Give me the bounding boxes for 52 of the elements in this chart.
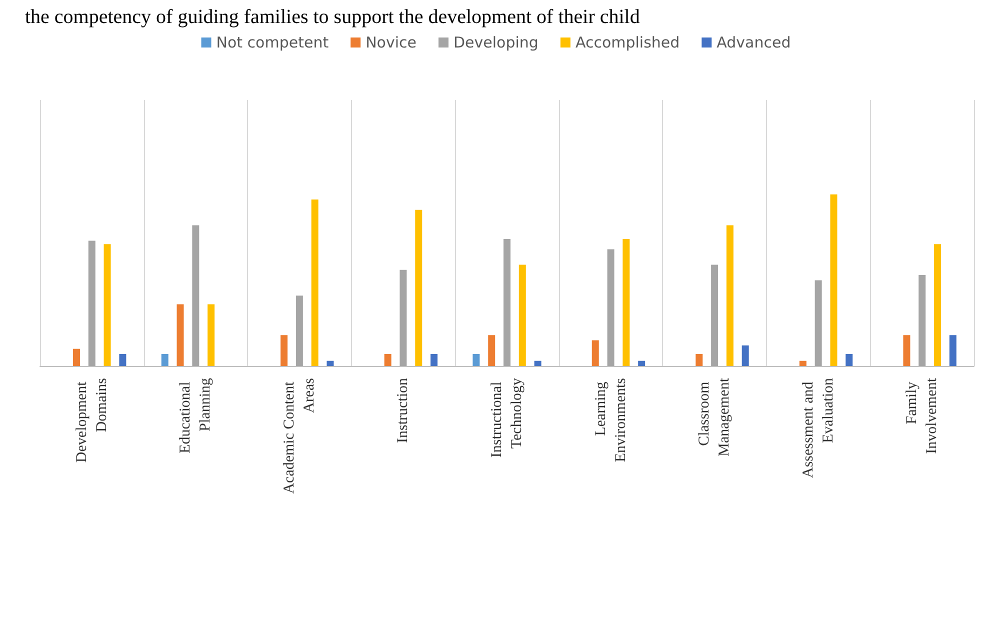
bar: [472, 354, 480, 366]
bar: [176, 304, 184, 366]
bar: [311, 200, 318, 366]
bar: [711, 264, 718, 366]
bar: [726, 225, 734, 366]
x-tick-label: Family Involvement: [904, 377, 940, 454]
bar: [934, 244, 942, 366]
bar: [903, 335, 910, 366]
bar: [119, 354, 126, 366]
x-tick-label: Classroom Management: [696, 377, 733, 456]
x-tick-label: Educational Planning: [178, 378, 214, 454]
legend-label: Novice: [366, 34, 417, 52]
bar: [400, 270, 407, 366]
bar: [814, 280, 822, 366]
x-tick-label: Instruction: [395, 378, 412, 443]
x-tick-label: Learning Environments: [592, 378, 629, 462]
x-tick-label: Instructional Technology: [489, 378, 525, 458]
bar: [799, 360, 806, 366]
chart-title: the competency of guiding families to support the development of their child: [25, 6, 640, 28]
bar: [949, 335, 956, 366]
bar: [384, 354, 392, 366]
x-tick-label: Academic Content Areas: [281, 378, 318, 494]
bar: [607, 249, 614, 366]
bar: [161, 354, 168, 366]
bar: [104, 244, 111, 366]
bar: [504, 239, 510, 366]
bar: [918, 275, 926, 366]
bar: [72, 348, 80, 366]
bar: [192, 225, 200, 366]
bar: [830, 194, 838, 366]
bar: [846, 354, 853, 366]
bar: [488, 335, 496, 366]
legend-label: Not competent: [216, 34, 329, 52]
bar: [280, 335, 288, 366]
legend-label: Accomplished: [575, 34, 680, 52]
legend-label: Advanced: [716, 34, 791, 52]
bar: [430, 354, 438, 366]
bar: [326, 360, 334, 366]
bar: [415, 210, 422, 366]
bar: [638, 360, 646, 366]
x-tick-label: Development Domains: [74, 378, 110, 463]
bar: [518, 264, 526, 366]
bar: [534, 360, 542, 366]
bar: [622, 239, 630, 366]
bar: [88, 240, 96, 366]
bar: [296, 296, 303, 366]
bar: [592, 340, 599, 366]
bar: [742, 345, 749, 366]
x-tick-label: Assessment and Evaluation: [800, 378, 836, 478]
bar: [208, 304, 215, 366]
bar: [696, 354, 703, 366]
legend-label: Developing: [454, 34, 538, 52]
